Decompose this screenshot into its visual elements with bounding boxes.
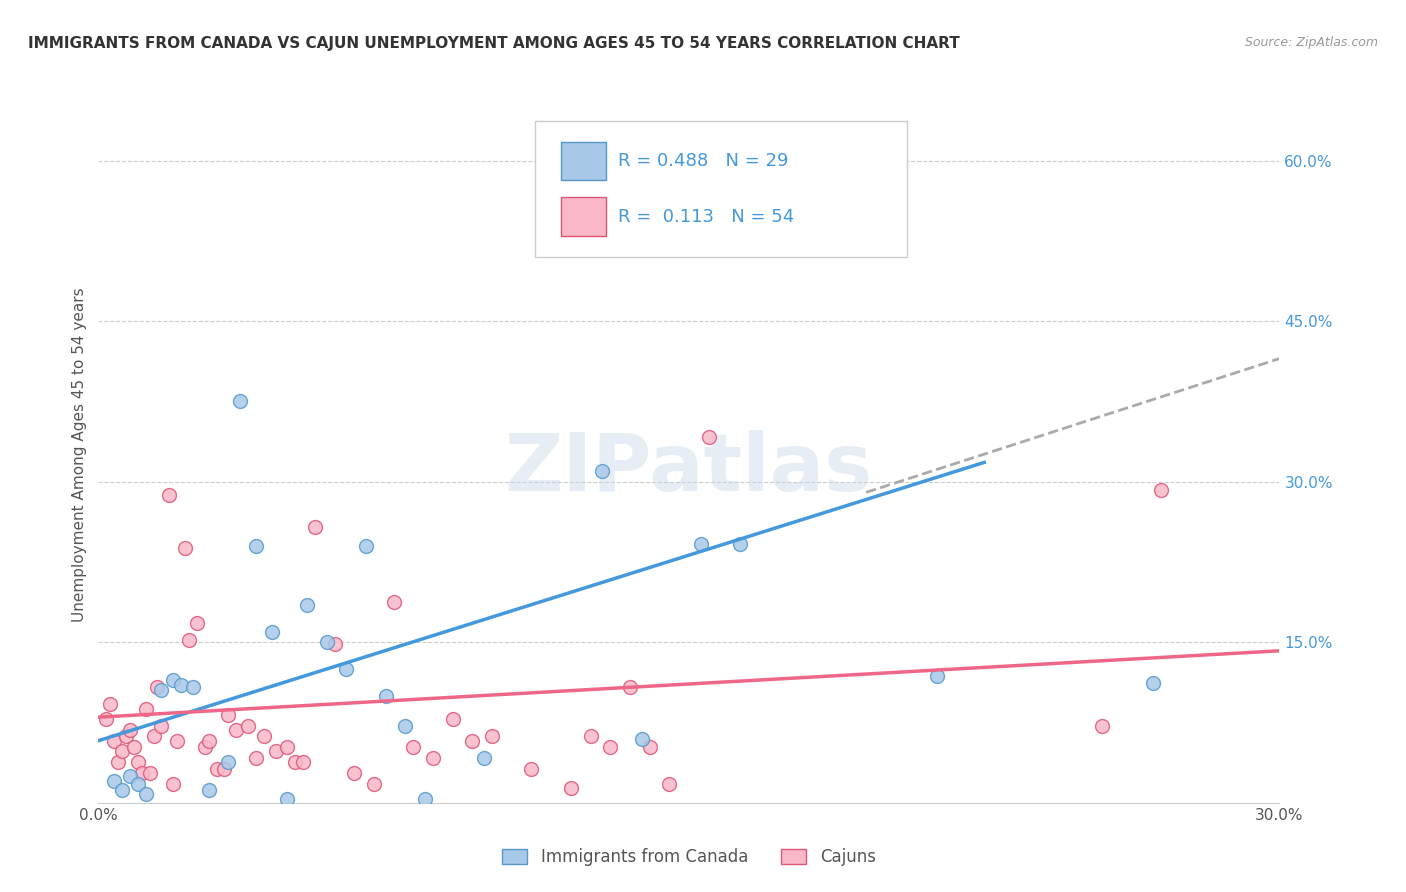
Point [229, 394, 252, 409]
Point [295, 598, 318, 612]
Point [689, 537, 711, 551]
Point [138, 765, 160, 780]
Point [304, 519, 326, 533]
Point [260, 624, 283, 639]
Point [166, 733, 188, 747]
Point [599, 740, 621, 755]
Point [619, 680, 641, 694]
Point [394, 719, 416, 733]
Point [174, 541, 197, 555]
Point [135, 787, 157, 801]
Point [186, 615, 208, 630]
Point [118, 769, 141, 783]
FancyBboxPatch shape [561, 197, 606, 235]
Point [103, 774, 125, 789]
Point [214, 762, 236, 776]
Point [115, 730, 138, 744]
Point [111, 783, 134, 797]
Point [131, 765, 153, 780]
Point [925, 669, 948, 683]
Point [343, 765, 366, 780]
Point [658, 776, 681, 790]
Point [638, 740, 661, 755]
Point [520, 762, 543, 776]
Point [323, 637, 346, 651]
Point [1142, 676, 1164, 690]
Point [472, 751, 495, 765]
Point [225, 723, 247, 737]
Point [103, 733, 125, 747]
Text: R = 0.488   N = 29: R = 0.488 N = 29 [619, 153, 789, 170]
Point [292, 755, 315, 769]
Point [194, 740, 217, 755]
Point [162, 673, 184, 687]
Point [374, 689, 396, 703]
Point [127, 776, 149, 790]
Point [127, 755, 149, 769]
Point [413, 791, 436, 805]
Point [217, 755, 239, 769]
Point [253, 730, 276, 744]
Point [96, 712, 118, 726]
Point [422, 751, 444, 765]
Point [146, 680, 169, 694]
Legend: Immigrants from Canada, Cajuns: Immigrants from Canada, Cajuns [494, 839, 884, 874]
Point [245, 539, 267, 553]
Point [591, 464, 613, 478]
Point [560, 780, 582, 795]
Point [135, 701, 157, 715]
Point [264, 744, 287, 758]
Point [245, 751, 267, 765]
Point [1091, 719, 1114, 733]
Point [728, 537, 751, 551]
Text: ZIPatlas: ZIPatlas [505, 430, 873, 508]
Point [402, 740, 425, 755]
Point [363, 776, 385, 790]
Point [205, 762, 228, 776]
Point [142, 730, 165, 744]
Point [697, 430, 720, 444]
Point [118, 723, 141, 737]
Point [461, 733, 484, 747]
Point [276, 740, 298, 755]
Point [197, 783, 219, 797]
Point [177, 633, 200, 648]
Point [107, 755, 129, 769]
Point [162, 776, 184, 790]
Point [150, 683, 173, 698]
Point [150, 719, 173, 733]
Point [122, 740, 145, 755]
Point [276, 791, 298, 805]
Point [315, 635, 337, 649]
Point [98, 698, 121, 712]
Point [441, 712, 464, 726]
Point [111, 744, 134, 758]
Point [197, 733, 219, 747]
Point [217, 708, 239, 723]
Point [181, 680, 204, 694]
Point [579, 730, 602, 744]
Point [157, 487, 180, 501]
Text: Source: ZipAtlas.com: Source: ZipAtlas.com [1244, 36, 1378, 49]
Point [1150, 483, 1173, 498]
FancyBboxPatch shape [561, 142, 606, 180]
Point [481, 730, 503, 744]
Point [284, 755, 307, 769]
Point [382, 594, 405, 608]
FancyBboxPatch shape [536, 121, 907, 257]
Y-axis label: Unemployment Among Ages 45 to 54 years: Unemployment Among Ages 45 to 54 years [72, 287, 87, 623]
Point [236, 719, 259, 733]
Point [630, 731, 652, 746]
Text: R =  0.113   N = 54: R = 0.113 N = 54 [619, 208, 794, 226]
Point [335, 662, 357, 676]
Point [170, 678, 193, 692]
Text: IMMIGRANTS FROM CANADA VS CAJUN UNEMPLOYMENT AMONG AGES 45 TO 54 YEARS CORRELATI: IMMIGRANTS FROM CANADA VS CAJUN UNEMPLOY… [28, 36, 960, 51]
Point [354, 539, 377, 553]
